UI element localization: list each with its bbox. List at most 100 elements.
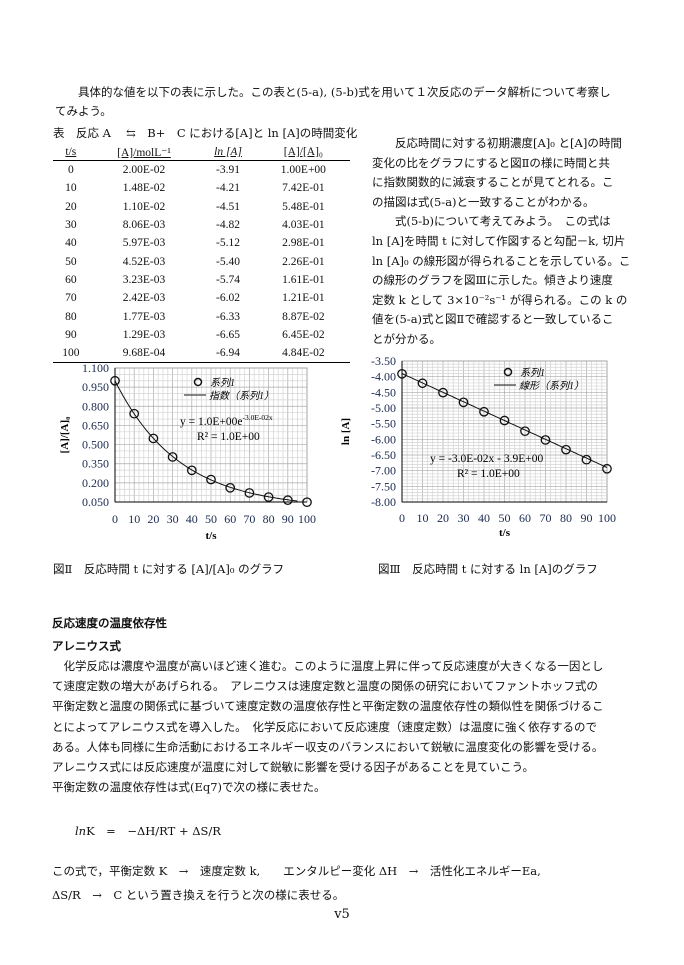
legend-marker	[503, 367, 513, 377]
text-line: この式で，平衡定数 K → 速度定数 k, エンタルピー変化 ΔH → 活性化エ…	[52, 864, 541, 878]
table-row: 40 5.97E-03 -5.12 2.98E-01	[53, 234, 350, 252]
table-row: 60 3.23E-03 -5.74 1.61E-01	[53, 271, 350, 289]
figure-caption-3: 図Ⅲ 反応時間 t に対する ln [A]のグラフ	[378, 562, 598, 576]
r-squared: R² = 1.0E+00	[197, 431, 260, 443]
data-point	[110, 375, 120, 386]
y-axis-title: [A]/[A]₀	[59, 416, 71, 454]
page-label: v5	[334, 907, 350, 922]
data-point	[148, 433, 159, 444]
table-cell: 5.97E-03	[122, 237, 166, 250]
equation-main: y = 1.0E+00e	[180, 416, 242, 428]
y-tick-label: -3.50	[371, 354, 396, 368]
data-point	[186, 465, 197, 476]
data-point	[129, 408, 140, 419]
y-tick-label: 0.800	[82, 399, 109, 413]
y-tick-label: 0.950	[82, 380, 109, 394]
x-tick-label: 20	[147, 512, 159, 526]
equation-body: K = −ΔH/RT + ΔS/R	[86, 824, 221, 838]
table-cell: 20	[65, 200, 77, 213]
x-tick-label: 10	[417, 511, 429, 525]
table-cell: 5.48E-01	[282, 200, 325, 213]
text-line: 具体的な値を以下の表に示した。この表と(5-a), (5-b)式を用いて１次反応…	[55, 85, 611, 99]
text-line: アレニウス式には反応速度が温度に対して鋭敏に影響を受ける因子があることを見ていこ…	[52, 760, 534, 774]
table-cell: 4.84E-02	[256, 343, 350, 364]
data-point	[263, 492, 274, 502]
section-heading: 反応速度の温度依存性	[52, 616, 167, 630]
data-point	[206, 474, 216, 485]
column-header: [A]/molL⁻¹	[88, 143, 200, 161]
table-row: 50 4.52E-03 -5.40 2.26E-01	[53, 252, 350, 270]
table-cell: -6.94	[199, 343, 257, 364]
table-row: 100 9.68E-04 -6.94 4.84E-02	[53, 343, 350, 364]
y-tick-label: -4.00	[371, 370, 396, 384]
table-cell: 3.23E-03	[122, 273, 166, 286]
text-line: 式(5-b)について考えてみよう。 この式は	[372, 214, 611, 229]
y-tick-label: -7.50	[371, 479, 396, 493]
x-tick-label: 50	[205, 512, 217, 526]
y-tick-label: -7.00	[371, 464, 396, 478]
table-cell: 50	[65, 255, 77, 268]
x-tick-label: 30	[167, 512, 179, 526]
text-line: に指数関数的に減衰することが見てとれる。こ	[372, 175, 614, 190]
x-tick-label: 90	[581, 511, 593, 525]
chart-ln-vs-time: -3.50 -4.00-4.50 -5.00 -5.50-6.00 -6.50 -7.00…	[340, 354, 616, 539]
data-point	[282, 495, 293, 505]
x-tick-label: 40	[478, 511, 490, 525]
table-cell: 7.42E-01	[282, 182, 325, 195]
table-cell: 2.42E-03	[122, 292, 166, 305]
data-point	[602, 463, 612, 474]
table-cell: 10	[65, 182, 77, 195]
trendline	[114, 380, 298, 502]
section-subheading: アレニウス式	[52, 639, 121, 653]
x-tick-label: 70	[243, 512, 255, 526]
x-tick-label: 20	[437, 511, 449, 525]
table-cell: 90	[65, 328, 77, 341]
column-header: t/s	[53, 143, 89, 161]
table-cell: -5.12	[216, 237, 241, 250]
y-tick-label: -5.50	[371, 417, 396, 431]
text-line: 変化の比をグラフにすると図Ⅱの様に時間と共	[372, 155, 610, 170]
table-cell: 2.98E-01	[282, 237, 325, 250]
equation-vant-hoff: lnK = −ΔH/RT + ΔS/R	[75, 823, 221, 839]
y-tick-label: 0.050	[82, 495, 109, 509]
table-cell: 1.48E-02	[122, 182, 166, 195]
table-row: 30 8.06E-03 -4.82 4.03E-01	[53, 216, 350, 234]
table-cell: 4.03E-01	[282, 219, 325, 232]
table-row: 70 2.42E-03 -6.02 1.21E-01	[53, 289, 350, 307]
r-squared: R² = 1.0E+00	[457, 468, 520, 480]
table-cell: 1.77E-03	[122, 310, 166, 323]
data-point	[581, 454, 592, 465]
figure-caption-2: 図Ⅱ 反応時間 t に対する [A]/[A]₀ のグラフ	[53, 562, 285, 576]
table-cell: 80	[65, 310, 77, 323]
table-row: 80 1.77E-03 -6.33 8.87E-02	[53, 307, 350, 325]
data-point	[302, 497, 312, 508]
table-cell: 6.45E-02	[282, 328, 325, 341]
data-point	[438, 387, 448, 398]
table-row: 0 2.00E-02 -3.91 1.00E+00	[53, 161, 350, 180]
x-tick-label: 60	[224, 512, 236, 526]
column-header: [A]/[A]₀	[256, 143, 350, 161]
legend-label: 線形（系列1）	[519, 380, 584, 392]
x-tick-label: 70	[540, 511, 552, 525]
data-table: t/s [A]/molL⁻¹ ln [A] [A]/[A]₀ 0 2.00E-02 -3.…	[53, 143, 350, 364]
table-cell: -5.74	[216, 273, 241, 286]
table-cell: 100	[53, 343, 89, 364]
x-tick-label: 90	[282, 512, 294, 526]
data-point	[225, 482, 236, 493]
text-line: ln [A]₀ の線形図が得られることを示している。こ	[372, 253, 631, 268]
data-point	[417, 378, 428, 389]
y-tick-label: 1.100	[82, 361, 109, 375]
y-tick-label: -5.00	[371, 401, 396, 415]
table-cell: 1.29E-03	[122, 328, 166, 341]
x-tick-label: 80	[263, 512, 275, 526]
data-point	[479, 406, 489, 417]
text-line: て速度定数の増大があげられる。 アレニウスは速度定数と温度の関係の研究においてフ…	[52, 679, 598, 694]
y-tick-label: -4.50	[371, 385, 396, 399]
equation-exponent: -3.0E-02x	[242, 413, 272, 422]
legend-label: 指数（系列1）	[209, 390, 274, 402]
table-cell: 8.87E-02	[282, 310, 325, 323]
table-cell: -4.82	[216, 219, 241, 232]
x-tick-label: 60	[519, 511, 531, 525]
legend-marker	[193, 377, 203, 387]
chart-fraction-vs-time: 1.100 0.950 0.800 0.650 0.500 0.350 0.200 0.050…	[59, 361, 316, 542]
